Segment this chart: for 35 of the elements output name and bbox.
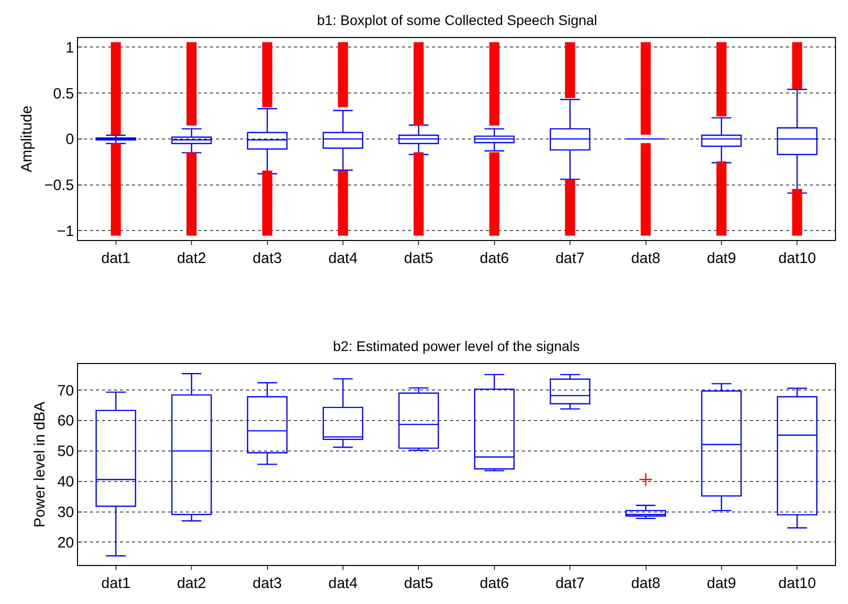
x-tick-label: dat7 xyxy=(555,250,585,267)
y-tick-label: 50 xyxy=(57,443,74,460)
x-tick-label: dat8 xyxy=(631,575,660,592)
x-tick-label: dat1 xyxy=(101,250,130,267)
y-tick-label: 0.5 xyxy=(53,85,74,102)
x-tick-label: dat4 xyxy=(328,250,358,267)
y-tick-label: 60 xyxy=(57,412,74,430)
x-tick-label: dat4 xyxy=(328,575,358,592)
chart-title: b2: Estimated power level of the signals xyxy=(333,338,580,354)
x-tick-label: dat7 xyxy=(555,575,585,592)
x-tick-label: dat10 xyxy=(778,250,816,267)
y-tick-label: 20 xyxy=(57,534,74,552)
y-tick-label: 1 xyxy=(66,39,74,56)
x-tick-label: dat10 xyxy=(778,575,816,592)
x-tick-label: dat6 xyxy=(480,250,509,267)
x-tick-label: dat1 xyxy=(101,575,130,592)
y-tick-label: −0.5 xyxy=(44,177,74,194)
y-tick-label: 40 xyxy=(57,474,74,491)
x-tick-label: dat9 xyxy=(706,575,736,592)
x-tick-label: dat5 xyxy=(404,250,434,267)
chart-title: b1: Boxplot of some Collected Speech Signal xyxy=(317,12,598,28)
x-tick-label: dat2 xyxy=(176,575,206,592)
y-tick-label: 70 xyxy=(57,382,74,400)
x-tick-label: dat8 xyxy=(631,250,660,267)
x-tick-label: dat3 xyxy=(252,250,282,267)
x-tick-label: dat3 xyxy=(252,575,282,592)
y-tick-label: 30 xyxy=(57,504,74,522)
y-tick-label: −1 xyxy=(56,222,74,240)
y-tick-label: 0 xyxy=(66,131,74,148)
y-axis-title: Power level in dBA xyxy=(32,402,49,528)
x-tick-label: dat2 xyxy=(176,250,206,267)
x-tick-label: dat5 xyxy=(404,575,434,592)
x-tick-label: dat6 xyxy=(480,575,509,592)
y-axis-title: Amplitude xyxy=(18,106,36,172)
x-tick-label: dat9 xyxy=(706,250,736,267)
